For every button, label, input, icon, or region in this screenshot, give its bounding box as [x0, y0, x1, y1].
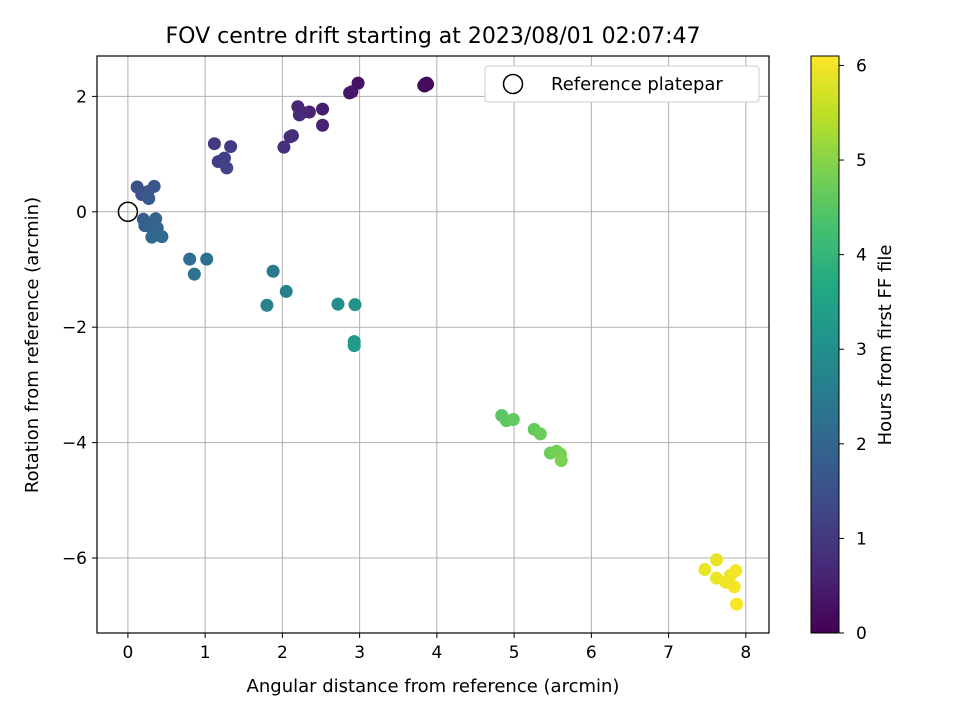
colorbar-tick-label: 4	[856, 246, 867, 266]
colorbar-tick-label: 6	[856, 56, 867, 76]
x-tick-label: 6	[586, 643, 597, 663]
data-point	[316, 102, 330, 116]
data-point	[142, 192, 156, 206]
data-point	[506, 413, 520, 427]
data-point	[147, 179, 161, 193]
data-point	[729, 564, 743, 578]
x-tick-label: 0	[122, 643, 133, 663]
legend-marker-icon	[502, 73, 524, 95]
colorbar-tick-label: 1	[856, 529, 867, 549]
x-tick-label: 2	[277, 643, 288, 663]
x-tick-label: 5	[509, 643, 520, 663]
data-point	[348, 298, 362, 312]
x-tick-label: 7	[663, 643, 674, 663]
colorbar-gradient	[810, 55, 840, 634]
data-point	[533, 427, 547, 441]
data-point	[224, 140, 238, 154]
data-points	[130, 76, 744, 611]
data-point	[145, 230, 159, 244]
data-point	[187, 267, 201, 281]
data-point	[331, 297, 345, 311]
data-point	[183, 252, 197, 266]
data-point	[343, 86, 357, 100]
data-point	[295, 106, 309, 120]
y-tick-label: 2	[76, 87, 87, 107]
plot-frame	[96, 55, 770, 634]
data-point	[698, 563, 712, 577]
x-tick-label: 3	[354, 643, 365, 663]
reference-marker-icon	[117, 201, 139, 223]
data-point	[709, 553, 723, 567]
y-tick-label: −2	[62, 318, 87, 338]
data-point	[217, 151, 231, 165]
x-tick-label: 4	[431, 643, 442, 663]
data-point	[266, 264, 280, 278]
reference-marker-group	[117, 201, 139, 223]
data-point	[347, 339, 361, 353]
legend-box	[484, 65, 760, 103]
colorbar-label: Hours from first FF file	[875, 245, 896, 446]
chart-title: FOV centre drift starting at 2023/08/01 …	[166, 24, 701, 49]
data-point	[730, 597, 744, 611]
data-point	[279, 284, 293, 298]
data-point	[316, 118, 330, 132]
colorbar-tick-label: 2	[856, 435, 867, 455]
x-axis-label: Angular distance from reference (arcmin)	[247, 676, 620, 697]
data-point	[207, 137, 221, 151]
colorbar-tick-label: 3	[856, 340, 867, 360]
legend: Reference platepar	[484, 65, 760, 103]
colorbar: 0 1 2 3 4 5 6 Hours from first FF file	[810, 55, 896, 644]
x-tick-label: 1	[200, 643, 211, 663]
x-tick-label: 8	[740, 643, 751, 663]
data-point	[277, 140, 291, 154]
data-point	[283, 130, 297, 144]
y-tick-label: 0	[76, 203, 87, 223]
data-point	[418, 77, 432, 91]
data-point	[155, 230, 169, 244]
y-tick-label: −4	[62, 434, 87, 454]
data-point	[727, 580, 741, 594]
legend-label: Reference platepar	[551, 74, 723, 95]
y-axis-label: Rotation from reference (arcmin)	[22, 197, 43, 493]
colorbar-tick-label: 5	[856, 151, 867, 171]
colorbar-tick-label: 0	[856, 624, 867, 644]
data-point	[200, 252, 214, 266]
data-point	[554, 453, 568, 467]
gridlines	[97, 56, 769, 633]
x-axis: 0 1 2 3 4 5 6 7 8	[122, 633, 751, 663]
data-point	[260, 298, 274, 312]
y-axis: −6 −4 −2 0 2	[62, 87, 97, 569]
data-point	[220, 161, 234, 175]
colorbar-ticks: 0 1 2 3 4 5 6	[839, 56, 867, 644]
y-tick-label: −6	[62, 549, 87, 569]
